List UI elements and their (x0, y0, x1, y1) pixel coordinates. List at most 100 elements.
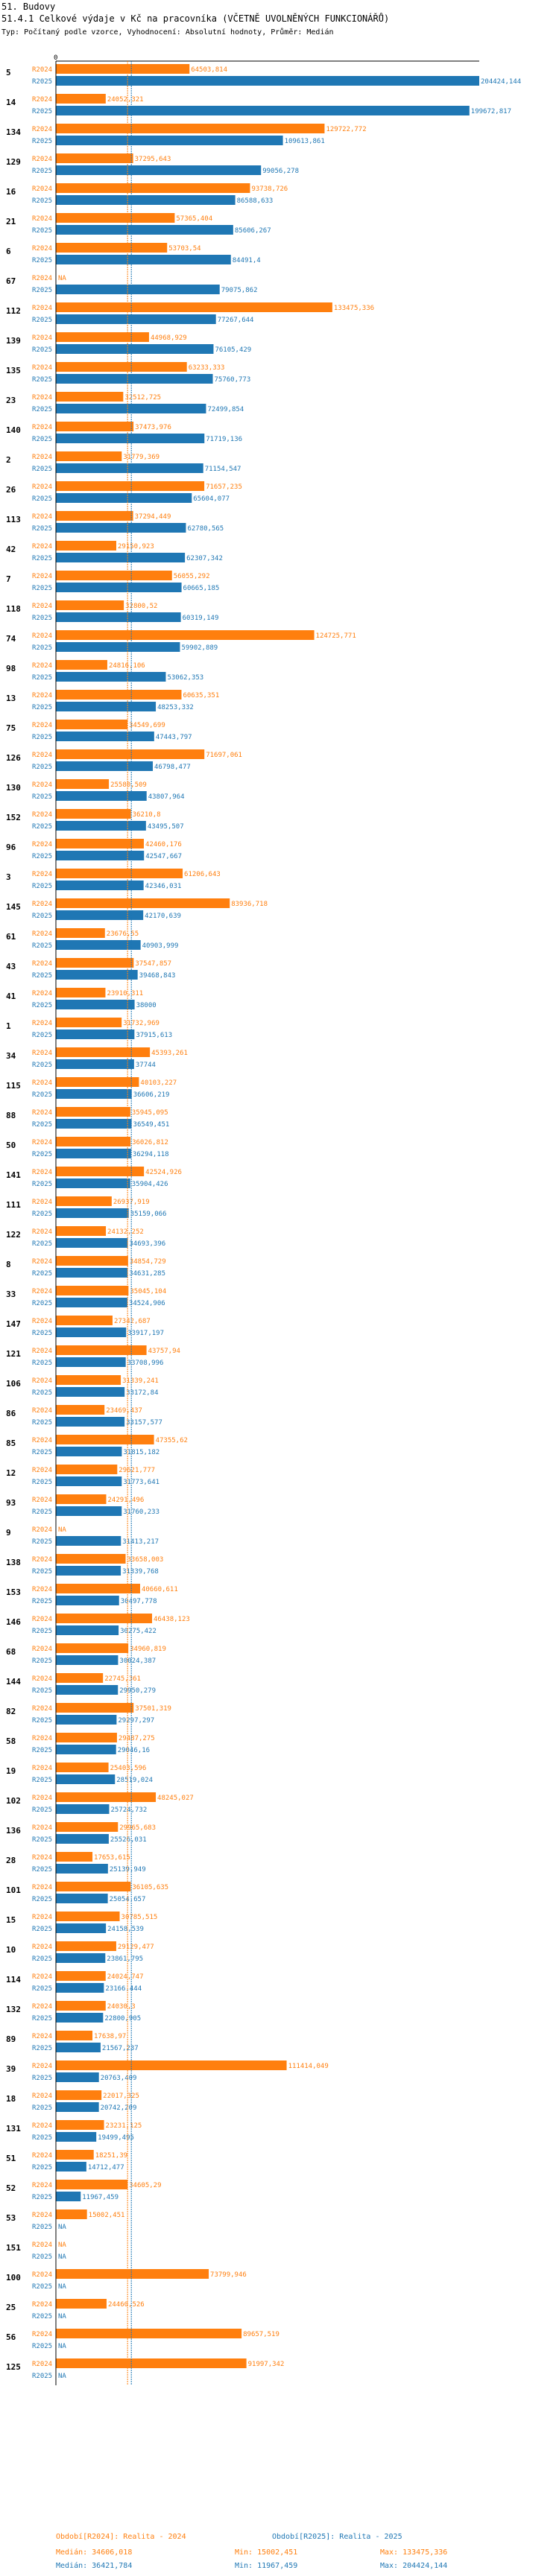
series-tick-label: R2025 (32, 734, 52, 741)
bar-r2024 (56, 2329, 242, 2338)
series-tick-label: R2025 (32, 2045, 52, 2052)
bar-r2025 (56, 1417, 125, 1427)
bar-r2024 (56, 630, 315, 640)
group-label: 51 (6, 2154, 16, 2163)
data-label: 32512,725 (124, 394, 161, 402)
group-label: 136 (6, 1826, 21, 1836)
series-tick-label: R2025 (32, 2104, 52, 2112)
series-tick-label: R2024 (32, 1139, 52, 1146)
bar-r2025 (56, 2072, 99, 2082)
series-tick-label: R2025 (32, 317, 52, 324)
bar-r2025 (56, 1536, 121, 1546)
series-tick-label: R2025 (32, 1985, 52, 1993)
data-label: 72499,854 (207, 406, 244, 413)
bar-r2025 (56, 791, 147, 801)
group-label: 23 (6, 396, 16, 405)
data-label: 31815,182 (123, 1449, 160, 1456)
data-label: 40660,611 (142, 1586, 178, 1593)
bar-r2024 (56, 64, 190, 74)
bar-r2025 (56, 612, 181, 622)
group-label: 135 (6, 366, 21, 375)
data-label: 48253,332 (157, 704, 194, 711)
data-label: 30497,778 (121, 1598, 157, 1605)
data-label: 93738,726 (251, 185, 288, 193)
series-tick-label: R2025 (32, 2015, 52, 2023)
series-tick-label: R2025 (32, 1955, 52, 1963)
data-label: 36026,812 (132, 1139, 168, 1146)
series-tick-label: R2024 (32, 1169, 52, 1176)
bar-r2025 (56, 583, 182, 592)
group-label: 96 (6, 843, 16, 852)
bar-r2025 (56, 463, 203, 473)
series-tick-label: R2025 (32, 436, 52, 443)
series-tick-label: R2024 (32, 1288, 52, 1295)
group-label: 15 (6, 1915, 16, 1925)
group-label: 100 (6, 2273, 21, 2282)
data-label: NA (58, 2242, 66, 2249)
series-tick-label: R2024 (32, 1884, 52, 1891)
data-label: 20763,409 (101, 2075, 137, 2082)
series-tick-label: R2025 (32, 1866, 52, 1874)
data-label: NA (58, 2313, 66, 2320)
bar-r2024 (56, 839, 144, 848)
series-tick-label: R2024 (32, 1258, 52, 1266)
series-tick-label: R2024 (32, 126, 52, 133)
bar-r2024 (56, 243, 168, 253)
series-tick-label: R2024 (32, 1348, 52, 1355)
bar-r2024 (56, 720, 127, 729)
group-label: 61 (6, 932, 16, 942)
data-label: 33917,197 (127, 1330, 164, 1337)
series-tick-label: R2025 (32, 376, 52, 384)
bar-r2024 (56, 1167, 145, 1176)
series-tick-label: R2025 (32, 108, 52, 115)
data-label: 39468,843 (139, 972, 176, 980)
median-r2025: Medián: 36421,784 (56, 2562, 133, 2570)
data-label: 23469,437 (106, 1407, 142, 1415)
data-label: 76105,429 (215, 346, 251, 354)
data-label: 124725,771 (316, 632, 356, 640)
series-tick-label: R2024 (32, 1050, 52, 1057)
bar-r2025 (56, 851, 145, 860)
series-tick-label: R2025 (32, 1479, 52, 1486)
group-label: 112 (6, 306, 21, 316)
data-label: 33157,577 (126, 1419, 162, 1427)
data-label: 30275,422 (120, 1628, 157, 1635)
bar-r2025 (56, 165, 262, 175)
bar-r2024 (56, 1763, 109, 1772)
group-label: 153 (6, 1587, 21, 1597)
data-label: 59902,889 (181, 644, 218, 652)
series-tick-label: R2024 (32, 2242, 52, 2249)
series-tick-label: R2025 (32, 466, 52, 473)
series-tick-label: R2025 (32, 2134, 52, 2142)
bar-r2024 (56, 511, 133, 521)
axis-zero-label: 0 (54, 54, 57, 62)
bar-r2025 (56, 702, 157, 711)
series-tick-label: R2025 (32, 1181, 52, 1188)
group-label: 129 (6, 157, 21, 167)
data-label: 30785,515 (121, 1914, 158, 1921)
series-tick-label: R2025 (32, 585, 52, 592)
bar-r2024 (56, 2120, 104, 2130)
data-label: 29129,477 (118, 1944, 154, 1951)
series-tick-label: R2025 (32, 2194, 52, 2201)
bar-r2025 (56, 523, 186, 533)
group-label: 111 (6, 1200, 21, 1210)
bar-r2024 (56, 988, 106, 997)
bar-r2024 (56, 1137, 131, 1146)
data-label: 85606,267 (235, 227, 271, 235)
data-label: 23231,125 (106, 2122, 142, 2130)
group-label: 88 (6, 1111, 16, 1120)
data-label: 99056,278 (262, 168, 299, 175)
data-label: 33708,996 (127, 1360, 164, 1367)
data-label: 14712,477 (88, 2164, 124, 2171)
series-tick-label: R2025 (32, 555, 52, 562)
group-label: 12 (6, 1468, 16, 1478)
series-tick-label: R2025 (32, 1240, 52, 1248)
data-label: 109613,861 (285, 138, 325, 145)
group-label: 122 (6, 1230, 21, 1240)
bar-r2024 (56, 2269, 209, 2279)
group-label: 106 (6, 1379, 21, 1389)
bar-r2025 (56, 255, 231, 264)
series-tick-label: R2024 (32, 1526, 52, 1534)
series-tick-label: R2025 (32, 644, 52, 652)
